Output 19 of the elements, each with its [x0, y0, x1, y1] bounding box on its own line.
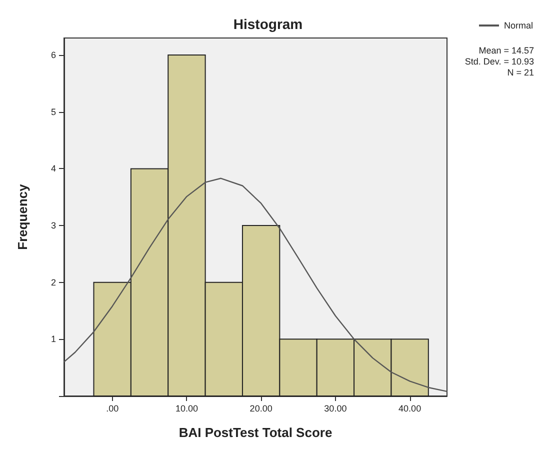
text: N = 21 [507, 68, 534, 78]
y-tick-label: 6 [50, 50, 56, 60]
legend-label: Normal [504, 20, 534, 30]
x-axis-title: BAI PostTest Total Score [178, 425, 332, 440]
x-tick-label: 40.00 [398, 404, 422, 414]
text: Std. Dev. = 10.93 [464, 56, 534, 66]
y-tick-label: 3 [50, 220, 56, 231]
y-axis-title: Frequency [15, 183, 30, 250]
text: Mean = 14.57 [478, 46, 534, 56]
chart-title: Histogram [233, 16, 303, 32]
x-tick-label: 20.00 [250, 404, 272, 414]
x-tick-label: 30.00 [324, 404, 347, 414]
y-tick-label: 4 [50, 164, 56, 174]
line-series [63, 178, 448, 392]
y-tick-label: 1 [50, 334, 56, 344]
x-tick-label: 10.00 [175, 404, 198, 414]
x-tick-label: .00 [106, 404, 119, 414]
y-tick-label: 2 [50, 277, 56, 288]
y-tick-label: 5 [50, 106, 56, 117]
